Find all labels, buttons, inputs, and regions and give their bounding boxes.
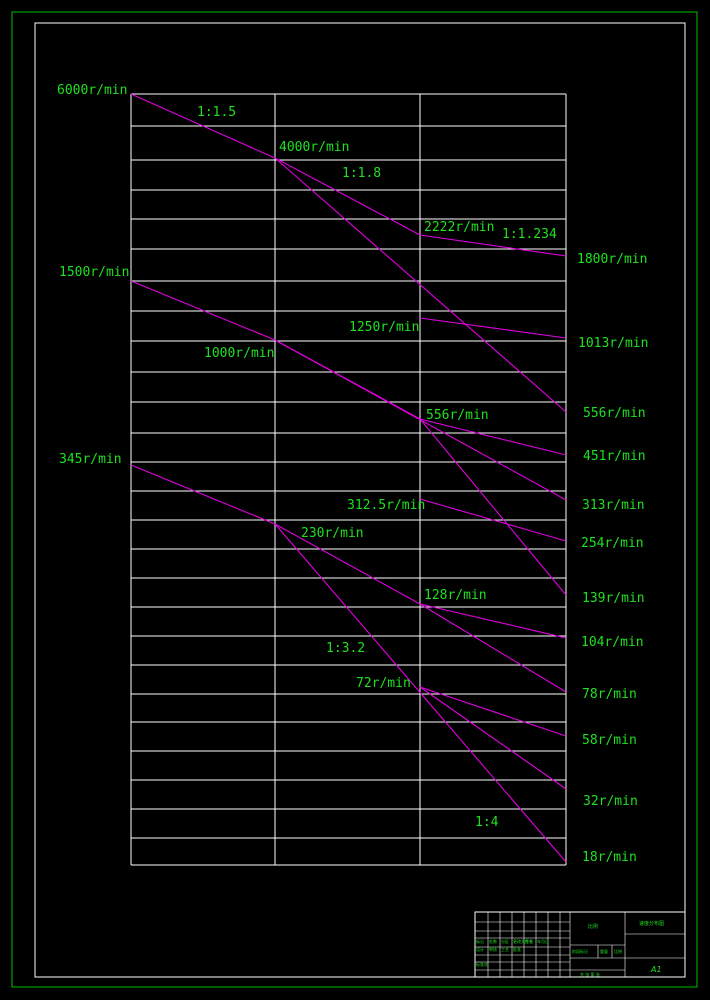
output-speed-32: 32r/min [583, 794, 638, 809]
input-speed-345: 345r/min [59, 452, 122, 467]
speed-ray [274, 523, 567, 863]
title-block-drawing-title: 速度分布图 [639, 920, 664, 927]
outer-border [11, 11, 698, 988]
inner-border [34, 22, 686, 978]
output-speed-139: 139r/min [582, 591, 645, 606]
speed-ray [419, 234, 567, 257]
stage3-speed-1250: 1250r/min [349, 320, 419, 335]
title-block-cell: 批准 [513, 946, 521, 952]
output-speed-313: 313r/min [582, 498, 645, 513]
speed-ray [419, 418, 567, 456]
title-block-cell: 重量 [600, 948, 608, 954]
title-block-cell: 签名 [525, 938, 533, 944]
title-block-cell: 比例 [614, 948, 622, 954]
speed-ray [419, 686, 567, 737]
title-block-cell: 阶段标记 [572, 948, 588, 954]
output-speed-556: 556r/min [583, 406, 646, 421]
title-block-cell: 年月日 [537, 938, 549, 944]
output-speed-18: 18r/min [582, 850, 637, 865]
stage3-speed-312.5: 312.5r/min [347, 498, 425, 513]
ratio-1-3.2: 1:3.2 [326, 641, 365, 656]
title-block-cell: 设计 [476, 946, 484, 952]
speed-ray [419, 418, 567, 596]
title-block-sheet-size: A1 [650, 965, 662, 974]
stage3-speed-556: 556r/min [426, 408, 489, 423]
ratio-1-4: 1:4 [475, 815, 499, 830]
ratio-1-1.8: 1:1.8 [342, 166, 381, 181]
title-block-cell: 工艺 [501, 947, 509, 952]
speed-ray [419, 498, 567, 542]
speed-ray [130, 464, 276, 525]
title-block-scale-label: 比例 [588, 923, 598, 930]
speed-ray [419, 603, 567, 639]
speed-ray [274, 157, 421, 236]
ratio-1-1.5: 1:1.5 [197, 105, 236, 120]
title-block-cell: 标准化 [476, 961, 488, 967]
title-block-cell: 审核 [489, 946, 497, 952]
title-block-cell: 标记 [476, 938, 484, 944]
speed-ray [274, 157, 567, 413]
stage2-speed-1000: 1000r/min [204, 346, 274, 361]
title-block-cell: 更改文件号 [513, 938, 533, 944]
speed-grid [130, 93, 567, 866]
speed-ray [274, 523, 421, 605]
speed-ray [419, 686, 567, 790]
ratio-1-1.234: 1:1.234 [502, 227, 557, 242]
speed-ray [419, 603, 567, 693]
stage3-speed-2222: 2222r/min [424, 220, 494, 235]
speed-rays [130, 93, 567, 863]
output-speed-78: 78r/min [582, 687, 637, 702]
stage3-speed-72: 72r/min [356, 676, 411, 691]
output-speed-254: 254r/min [581, 536, 644, 551]
speed-ray [419, 317, 567, 339]
title-block-cell: 处数 [489, 938, 497, 944]
title-block-cell: 共 张 第 张 [580, 971, 600, 977]
output-speed-104: 104r/min [581, 635, 644, 650]
stage2-speed-4000: 4000r/min [279, 140, 349, 155]
input-speed-6000: 6000r/min [57, 83, 127, 98]
title-block-cell: 分区 [501, 938, 509, 944]
stage2-speed-230: 230r/min [301, 526, 364, 541]
output-speed-451: 451r/min [583, 449, 646, 464]
input-speed-1500: 1500r/min [59, 265, 129, 280]
output-speed-1800: 1800r/min [577, 252, 647, 267]
stage3-speed-128: 128r/min [424, 588, 487, 603]
output-speed-58: 58r/min [582, 733, 637, 748]
output-speed-1013: 1013r/min [578, 336, 648, 351]
speed-ray [130, 280, 276, 341]
speed-ray [130, 93, 276, 159]
